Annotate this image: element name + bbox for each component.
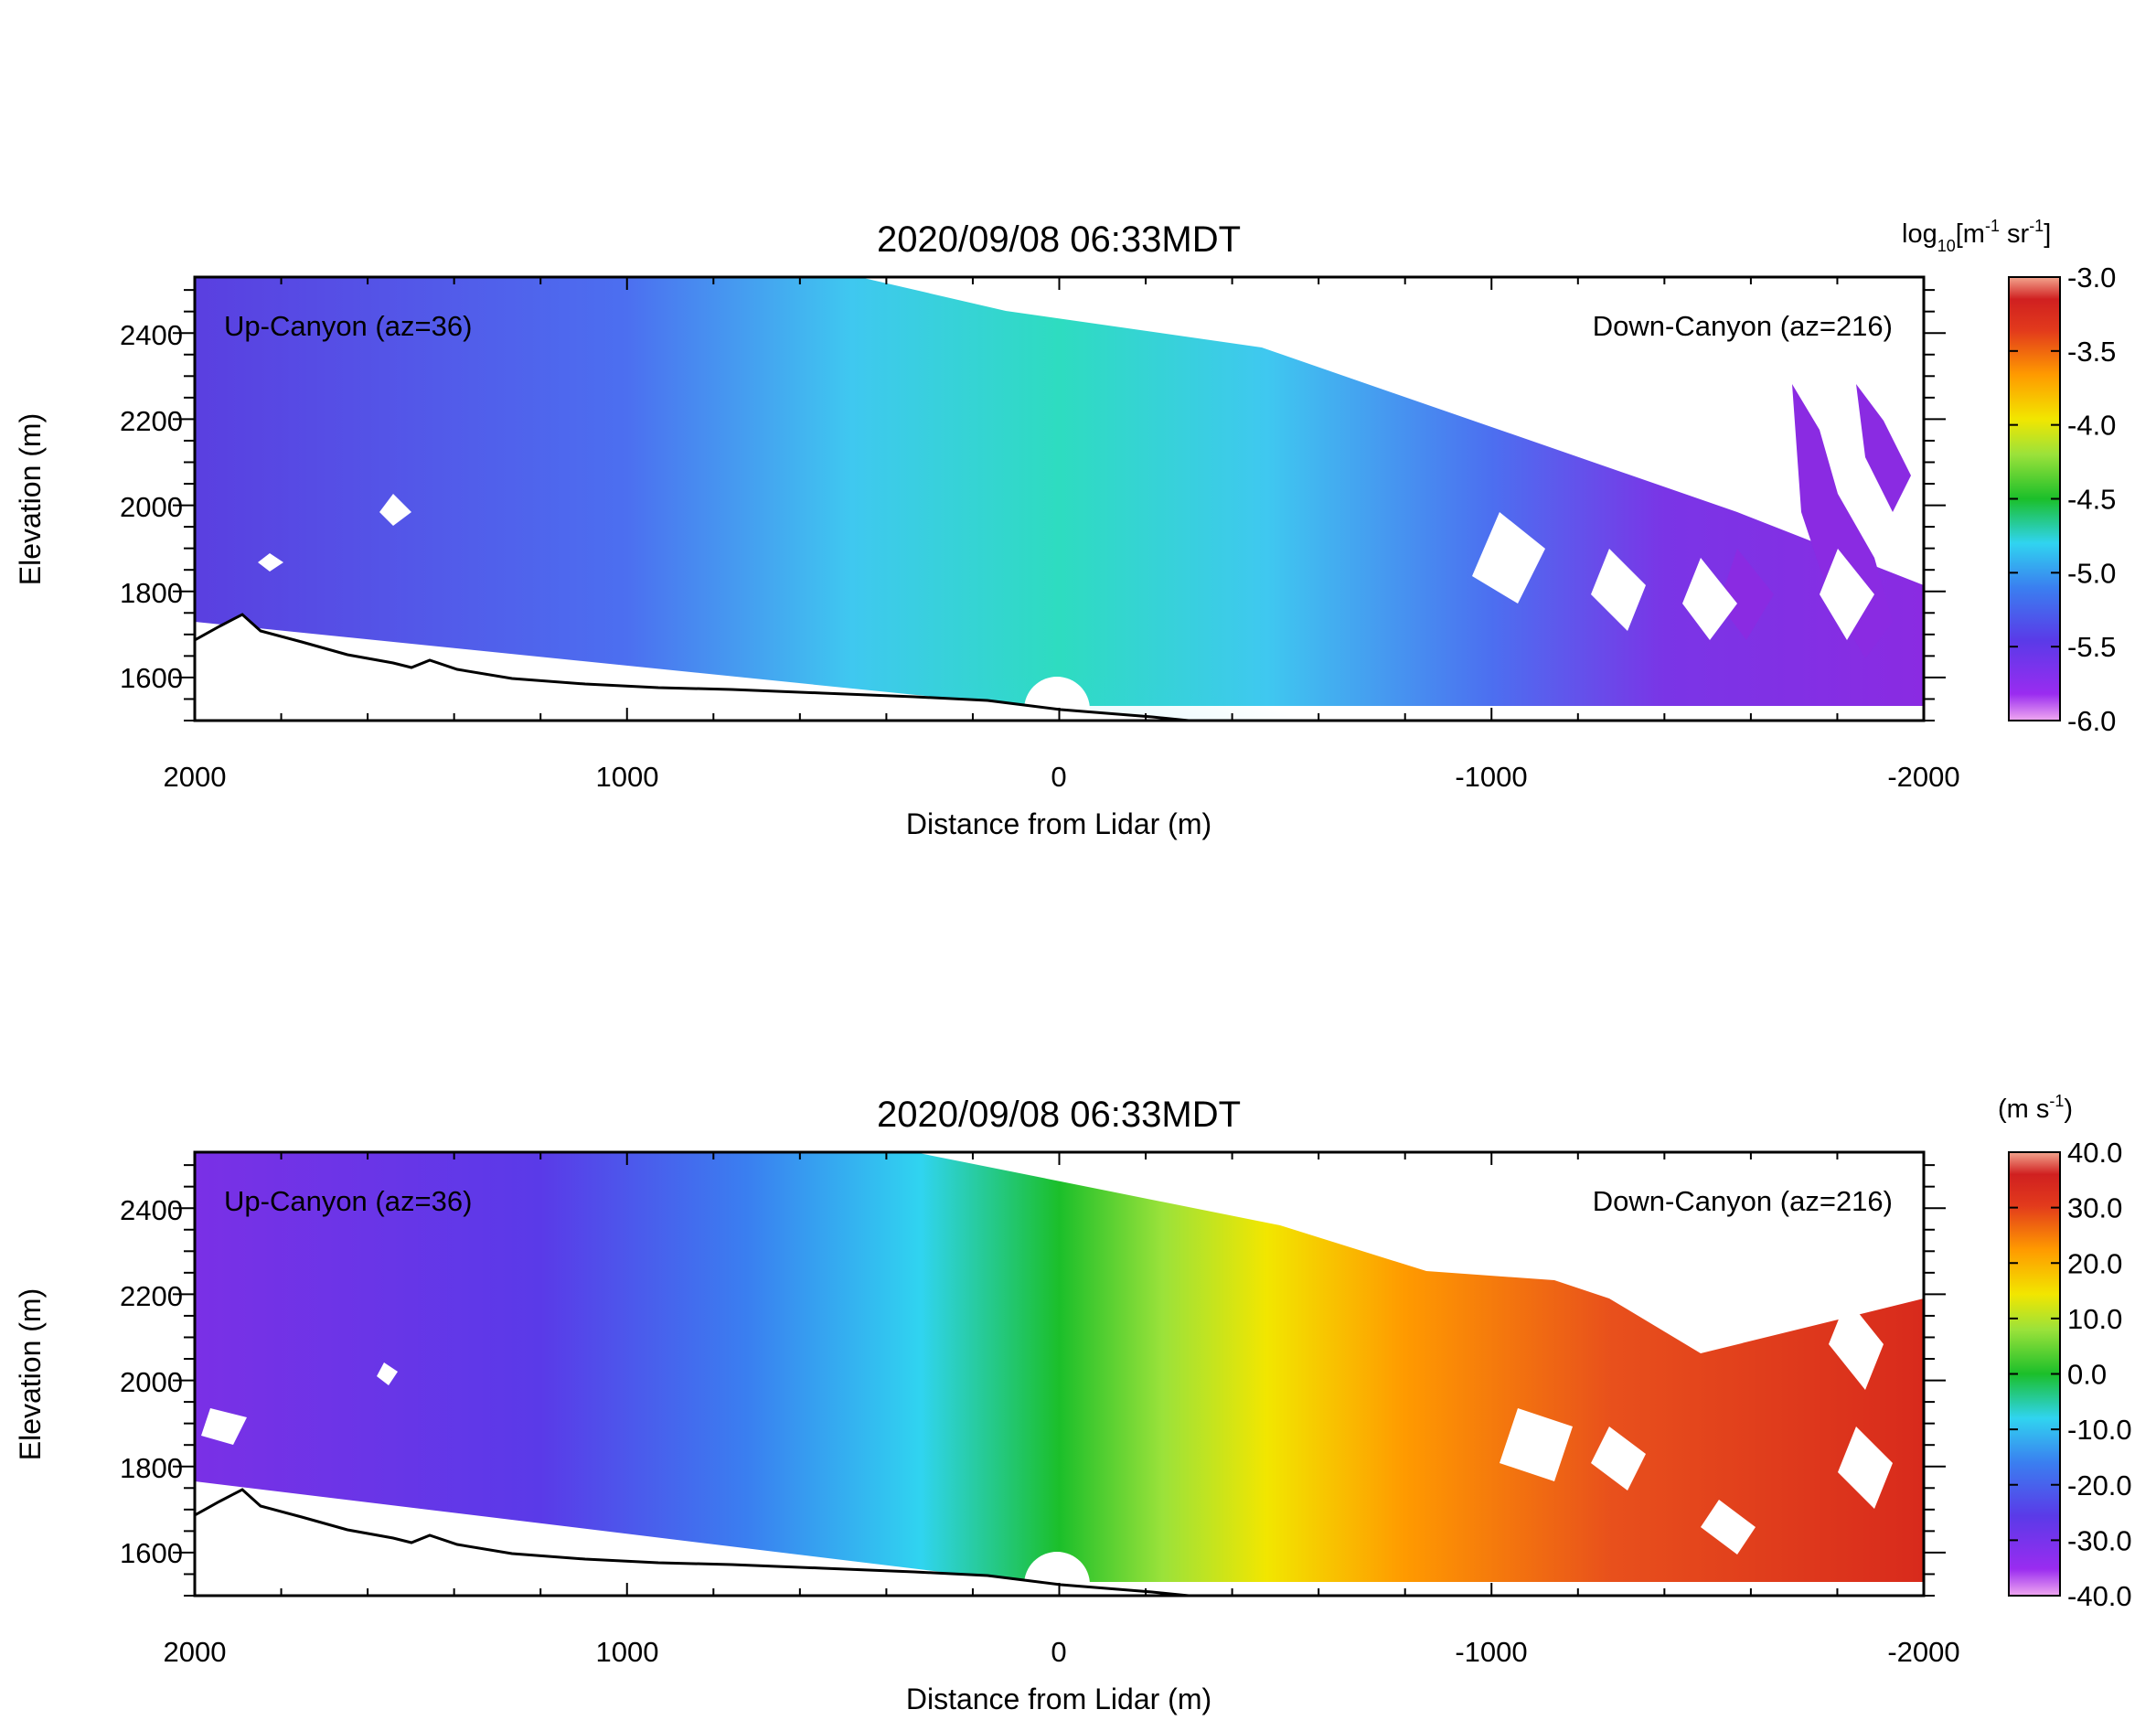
top-axis-ticks bbox=[173, 277, 1946, 721]
top-xtick-label-3: -1000 bbox=[1455, 761, 1527, 793]
colorbar-tick-label: 10.0 bbox=[2067, 1303, 2122, 1335]
top-y-axis-label: Elevation (m) bbox=[14, 413, 47, 586]
bottom-ytick-label-1: 1800 bbox=[120, 1452, 183, 1484]
bottom-axis-ticks bbox=[173, 1152, 1946, 1597]
top-ytick-label-2: 2000 bbox=[120, 491, 183, 523]
bottom-terrain-mask bbox=[195, 1490, 1924, 1596]
bottom-ytick-label-0: 1600 bbox=[120, 1537, 183, 1569]
colorbar-tick-label: -40.0 bbox=[2067, 1580, 2132, 1612]
colorbar-tick-label: -5.5 bbox=[2067, 631, 2116, 663]
bottom-annotation-down-canyon: Down-Canyon (az=216) bbox=[1593, 1185, 1893, 1217]
colorbar-tick-label: -4.0 bbox=[2067, 410, 2116, 442]
top-void-7 bbox=[1006, 280, 1125, 311]
bottom-ytick-label-2: 2000 bbox=[120, 1366, 183, 1398]
bottom-xtick-label-4: -2000 bbox=[1887, 1636, 1959, 1668]
bottom-xtick-label-1: 1000 bbox=[596, 1636, 659, 1668]
top-annotation-down-canyon: Down-Canyon (az=216) bbox=[1593, 310, 1893, 342]
bottom-void-2 bbox=[1591, 1426, 1646, 1491]
top-void-1 bbox=[1472, 512, 1545, 604]
top-chart-title: 2020/09/08 06:33MDT bbox=[877, 219, 1241, 260]
top-xtick-label-1: 1000 bbox=[596, 761, 659, 793]
top-ytick-label-0: 1600 bbox=[120, 662, 183, 694]
bottom-void-3 bbox=[1701, 1500, 1756, 1555]
bottom-x-axis-label: Distance from Lidar (m) bbox=[906, 1683, 1211, 1715]
bottom-heatmap-field bbox=[195, 1152, 1924, 1596]
top-colorbar-label: log10[m-1 sr-1] bbox=[1902, 217, 2051, 255]
top-void-6 bbox=[258, 553, 283, 572]
top-x-axis-label: Distance from Lidar (m) bbox=[906, 807, 1211, 840]
top-void-3 bbox=[1682, 558, 1737, 640]
top-ytick-label-3: 2200 bbox=[120, 405, 183, 437]
top-ytick-label-4: 2400 bbox=[120, 319, 183, 351]
colorbar-tick-label: -20.0 bbox=[2067, 1469, 2132, 1501]
colorbar-tick-label: 40.0 bbox=[2067, 1137, 2122, 1169]
bottom-xtick-label-0: 2000 bbox=[164, 1636, 227, 1668]
top-heatmap-field bbox=[195, 277, 1924, 721]
bottom-void-7 bbox=[377, 1362, 398, 1385]
colorbar-tick-label: -3.5 bbox=[2067, 336, 2116, 368]
bottom-annotation-up-canyon: Up-Canyon (az=36) bbox=[224, 1185, 472, 1217]
colorbar-tick-label: -10.0 bbox=[2067, 1414, 2132, 1446]
top-panel: 2020/09/08 06:33MDT Up-Canyon (az=36) Do… bbox=[14, 217, 2116, 840]
top-terrain-mask bbox=[195, 614, 1924, 721]
bottom-ytick-label-3: 2200 bbox=[120, 1280, 183, 1312]
colorbar-tick-label: -6.0 bbox=[2067, 705, 2116, 737]
bottom-colorbar-label: (m s-1) bbox=[1998, 1092, 2073, 1124]
colorbar-tick-label: -4.5 bbox=[2067, 484, 2116, 516]
top-ytick-label-1: 1800 bbox=[120, 577, 183, 609]
top-void-4 bbox=[1820, 549, 1874, 640]
bottom-void-4 bbox=[1829, 1298, 1884, 1390]
top-annotation-up-canyon: Up-Canyon (az=36) bbox=[224, 310, 472, 342]
top-core-glow bbox=[585, 325, 1536, 721]
bottom-void-1 bbox=[1500, 1408, 1573, 1481]
colorbar-tick-label: -5.0 bbox=[2067, 557, 2116, 589]
bottom-ytick-label-4: 2400 bbox=[120, 1194, 183, 1226]
bottom-y-axis-label: Elevation (m) bbox=[14, 1288, 47, 1461]
bottom-colorbar-ticks: 40.0 30.0 20.0 10.0 0.0 -10.0 -20.0 -30.0 -40.0 bbox=[2009, 1137, 2132, 1612]
colorbar-tick-label: 30.0 bbox=[2067, 1192, 2122, 1224]
colorbar-tick-label: 20.0 bbox=[2067, 1247, 2122, 1279]
colorbar-tick-label: -3.0 bbox=[2067, 262, 2116, 294]
bottom-terrain-line bbox=[195, 1488, 1190, 1596]
bottom-xtick-label-2: 0 bbox=[1051, 1636, 1066, 1668]
bottom-xtick-label-3: -1000 bbox=[1455, 1636, 1527, 1668]
bottom-void-5 bbox=[1838, 1426, 1893, 1509]
top-xtick-label-2: 0 bbox=[1051, 761, 1066, 793]
top-terrain-line bbox=[195, 613, 1190, 721]
bottom-panel: 2020/09/08 06:33MDT Up-Canyon (az=36) Do… bbox=[14, 1092, 2132, 1715]
top-xtick-label-4: -2000 bbox=[1887, 761, 1959, 793]
bottom-chart-title: 2020/09/08 06:33MDT bbox=[877, 1095, 1241, 1135]
colorbar-tick-label: -30.0 bbox=[2067, 1524, 2132, 1556]
top-xtick-label-0: 2000 bbox=[164, 761, 227, 793]
bottom-void-6 bbox=[201, 1408, 247, 1445]
top-colorbar-ticks: -3.0 -3.5 -4.0 -4.5 -5.0 -5.5 -6.0 bbox=[2009, 262, 2116, 737]
bottom-data-region bbox=[195, 1152, 1924, 1582]
top-void-2 bbox=[1591, 549, 1646, 631]
colorbar-tick-label: 0.0 bbox=[2067, 1359, 2107, 1391]
top-void-5 bbox=[379, 494, 411, 526]
